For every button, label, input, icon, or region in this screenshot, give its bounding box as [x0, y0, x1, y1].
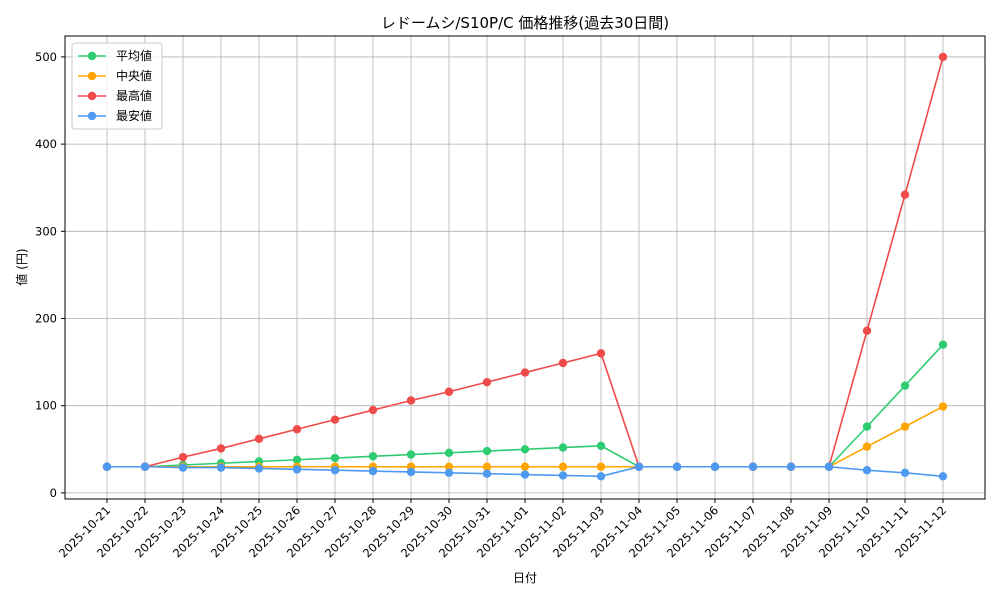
legend-swatch-marker [87, 91, 97, 101]
data-point [482, 446, 492, 456]
x-axis-ticks: 2025-10-212025-10-222025-10-232025-10-24… [56, 499, 949, 560]
data-point [254, 434, 264, 444]
data-point [862, 326, 872, 335]
data-point [444, 448, 454, 457]
plot-frame [64, 35, 986, 500]
data-point [786, 462, 796, 471]
data-point [824, 462, 834, 471]
data-point [368, 466, 378, 476]
y-tick-label: 200 [35, 312, 57, 326]
data-point [406, 467, 416, 477]
data-point [710, 462, 720, 471]
y-axis-label: 値 (円) [14, 248, 29, 285]
data-point [444, 387, 454, 396]
legend-label: 平均値 [116, 48, 152, 63]
data-point [862, 442, 872, 451]
y-tick-label: 300 [35, 224, 57, 238]
series-layer [102, 52, 948, 481]
data-point [900, 381, 910, 390]
data-point [406, 450, 416, 459]
legend-label: 最安値 [116, 108, 152, 123]
data-point [634, 462, 644, 471]
data-point [558, 462, 568, 471]
data-point [520, 445, 530, 454]
data-point [178, 463, 188, 472]
legend-swatch-marker [87, 71, 97, 81]
data-point [368, 452, 378, 461]
data-point [482, 377, 492, 387]
data-point [596, 462, 606, 471]
y-tick-label: 400 [35, 137, 57, 151]
data-point [444, 468, 454, 478]
data-point [862, 466, 872, 475]
data-point [520, 470, 530, 479]
data-point [596, 441, 606, 451]
grid [65, 36, 985, 499]
data-point [900, 468, 910, 478]
data-point [520, 368, 530, 377]
data-point [558, 358, 568, 368]
series-最安値 [102, 462, 948, 481]
y-tick-label: 0 [50, 486, 57, 500]
x-axis-label: 日付 [513, 571, 537, 585]
data-point [558, 443, 568, 452]
y-tick-label: 500 [35, 50, 57, 64]
data-point [482, 462, 492, 471]
chart-title: レドームシ/S10P/C 価格推移(過去30日間) [381, 14, 669, 32]
y-tick-label: 100 [35, 399, 57, 413]
data-point [938, 340, 948, 349]
data-point [748, 462, 758, 471]
data-point [558, 471, 568, 480]
data-point [900, 190, 910, 199]
legend-swatch-marker [87, 111, 97, 121]
data-point [216, 444, 226, 453]
data-point [520, 462, 530, 471]
data-point [216, 463, 226, 472]
data-point [140, 462, 150, 471]
data-point [254, 464, 264, 473]
data-point [102, 462, 112, 471]
y-axis-ticks: 0 100 200 300 400 500 [35, 50, 65, 500]
data-point [330, 415, 340, 424]
data-point [482, 469, 492, 478]
legend-box [71, 42, 163, 130]
legend-swatch-marker [87, 51, 97, 61]
data-point [330, 453, 340, 463]
data-point [938, 52, 948, 62]
data-point [406, 396, 416, 405]
data-point [938, 472, 948, 481]
data-point [178, 452, 188, 462]
data-point [862, 422, 872, 431]
data-point [292, 465, 302, 474]
data-point [672, 462, 682, 471]
data-point [444, 462, 454, 471]
data-point [292, 425, 302, 434]
data-point [596, 349, 606, 358]
data-point [900, 422, 910, 431]
legend-label: 最高値 [116, 88, 152, 103]
data-point [292, 455, 302, 464]
data-point [368, 405, 378, 415]
data-point [938, 402, 948, 411]
data-point [596, 472, 606, 481]
legend-label: 中央値 [116, 68, 152, 83]
data-point [330, 466, 340, 475]
